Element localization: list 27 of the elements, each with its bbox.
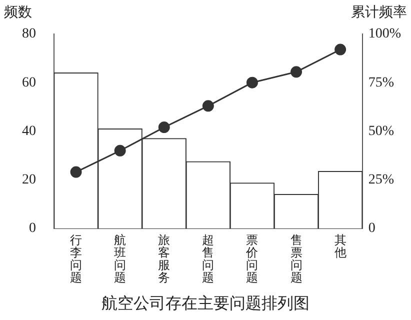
y-tick-label: 60 — [22, 75, 36, 90]
y-axis-title: 频数 — [4, 4, 32, 21]
point — [246, 76, 258, 88]
y-tick-label: 80 — [22, 26, 36, 42]
point — [158, 122, 170, 134]
point — [114, 144, 126, 156]
x-tick-label: 行李问题 — [70, 232, 82, 285]
y2-tick-label: 75% — [368, 75, 394, 90]
point — [202, 100, 214, 112]
x-tick-label: 票价问题 — [245, 232, 258, 285]
y-tick-label: 20 — [22, 172, 36, 188]
y2-axis-title: 累计频率 — [351, 4, 407, 21]
text: 航空公司存在主要问题排列图 — [102, 294, 310, 313]
point — [290, 66, 302, 78]
y-tick-label: 0 — [29, 221, 36, 236]
y-tick-label: 40 — [22, 124, 36, 139]
x-tick-label: 售票问题 — [290, 232, 302, 285]
point — [334, 44, 346, 56]
y2-tick-label: 0 — [368, 221, 376, 236]
x-tick-label: 航班问题 — [114, 232, 126, 285]
y2-tick-label: 100% — [368, 26, 402, 42]
y2-tick-label: 50% — [368, 124, 394, 139]
x-tick-label: 超售问题 — [202, 232, 214, 285]
x-tick-label: 其他 — [334, 232, 346, 260]
x-tick-label: 旅客服务 — [158, 232, 170, 285]
y2-tick-label: 25% — [368, 172, 394, 188]
point — [70, 166, 82, 178]
